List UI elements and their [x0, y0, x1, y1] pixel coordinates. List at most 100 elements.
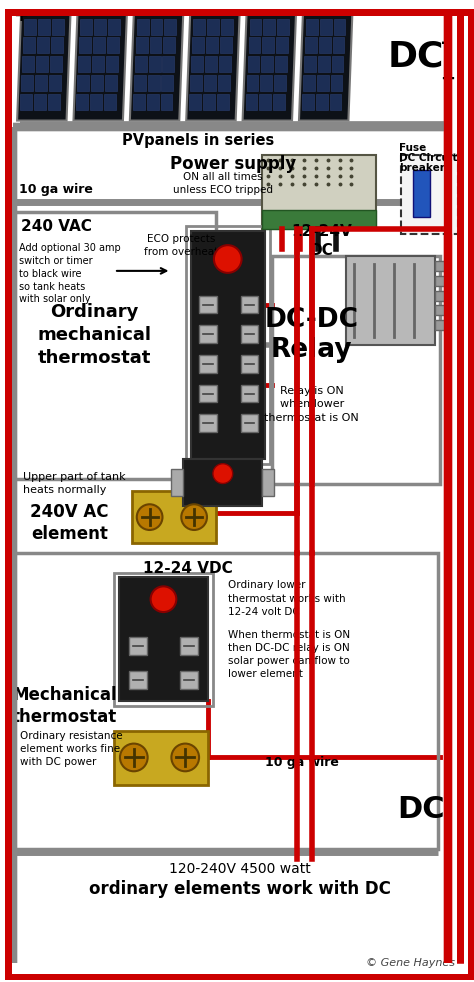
Text: Upper part of tank
heats normally: Upper part of tank heats normally: [23, 472, 126, 495]
Circle shape: [181, 505, 207, 530]
Bar: [106, 56, 118, 72]
Bar: [76, 94, 88, 110]
Circle shape: [172, 743, 199, 771]
Bar: [50, 56, 62, 72]
Bar: [318, 56, 329, 72]
Bar: [135, 56, 146, 72]
Bar: [164, 37, 175, 53]
Text: © Gene Haynes: © Gene Haynes: [366, 958, 455, 968]
Bar: [304, 56, 316, 72]
Bar: [163, 56, 174, 72]
Bar: [91, 75, 103, 91]
Bar: [80, 37, 91, 53]
Bar: [147, 75, 160, 91]
Circle shape: [137, 505, 163, 530]
Bar: [35, 75, 47, 91]
Circle shape: [213, 464, 233, 483]
Bar: [319, 37, 330, 53]
Text: Fuse: Fuse: [399, 143, 426, 153]
Bar: [129, 636, 146, 655]
Polygon shape: [299, 14, 352, 121]
Text: DC-DC
Relay: DC-DC Relay: [265, 307, 359, 363]
Bar: [51, 37, 63, 53]
Text: Ordinary lower
thermostat works with
12-24 volt DC: Ordinary lower thermostat works with 12-…: [228, 580, 346, 617]
Bar: [137, 19, 149, 34]
Bar: [248, 37, 260, 53]
Circle shape: [151, 586, 176, 612]
Bar: [186, 227, 270, 464]
Bar: [146, 94, 158, 110]
Bar: [192, 37, 204, 53]
Bar: [320, 19, 332, 34]
Bar: [199, 414, 217, 432]
Text: -: -: [441, 33, 449, 52]
Bar: [219, 56, 231, 72]
Text: Mechanical
thermostat: Mechanical thermostat: [12, 685, 117, 727]
Bar: [263, 468, 274, 496]
Bar: [272, 256, 440, 483]
Bar: [259, 94, 271, 110]
Bar: [317, 75, 328, 91]
Bar: [207, 19, 219, 34]
Bar: [316, 94, 328, 110]
Bar: [436, 305, 447, 315]
Bar: [302, 94, 314, 110]
Bar: [183, 459, 263, 507]
Bar: [38, 19, 50, 34]
Polygon shape: [73, 14, 127, 121]
Bar: [77, 75, 89, 91]
Bar: [199, 296, 217, 313]
Bar: [246, 75, 258, 91]
Bar: [330, 75, 343, 91]
Bar: [190, 75, 202, 91]
Bar: [274, 75, 286, 91]
Text: ON all all times
unless ECO tripped: ON all all times unless ECO tripped: [173, 172, 273, 195]
Bar: [119, 577, 208, 701]
Bar: [247, 56, 259, 72]
Bar: [13, 211, 216, 478]
Bar: [172, 468, 183, 496]
Bar: [114, 573, 213, 706]
Bar: [24, 19, 36, 34]
Bar: [150, 37, 162, 53]
Bar: [36, 56, 48, 72]
Bar: [260, 75, 272, 91]
Bar: [436, 320, 447, 330]
Bar: [90, 94, 102, 110]
Bar: [52, 19, 64, 34]
Text: 10 ga wire: 10 ga wire: [265, 756, 339, 769]
Bar: [20, 94, 32, 110]
Bar: [104, 94, 116, 110]
Bar: [205, 56, 217, 72]
Text: 240V AC
element: 240V AC element: [30, 503, 109, 543]
Polygon shape: [17, 14, 71, 121]
Bar: [151, 19, 163, 34]
Text: DC: DC: [397, 795, 445, 824]
Bar: [199, 385, 217, 403]
Text: breaker: breaker: [399, 163, 445, 173]
Bar: [249, 19, 261, 34]
Bar: [78, 56, 90, 72]
Bar: [220, 37, 232, 53]
Bar: [217, 94, 229, 110]
Bar: [334, 19, 346, 34]
Bar: [13, 553, 438, 849]
Text: 240 VAC: 240 VAC: [21, 219, 92, 235]
Bar: [81, 19, 92, 34]
Bar: [413, 170, 430, 217]
Bar: [273, 94, 285, 110]
Bar: [241, 385, 258, 403]
Bar: [133, 94, 145, 110]
Bar: [241, 296, 258, 313]
Bar: [136, 37, 147, 53]
Bar: [180, 636, 198, 655]
Bar: [94, 19, 106, 34]
Bar: [114, 731, 208, 786]
Bar: [132, 491, 216, 543]
Circle shape: [214, 246, 242, 273]
Bar: [218, 75, 230, 91]
Text: ECO protects
from overheat: ECO protects from overheat: [144, 235, 219, 256]
Bar: [23, 37, 35, 53]
Bar: [246, 94, 257, 110]
Bar: [199, 355, 217, 373]
